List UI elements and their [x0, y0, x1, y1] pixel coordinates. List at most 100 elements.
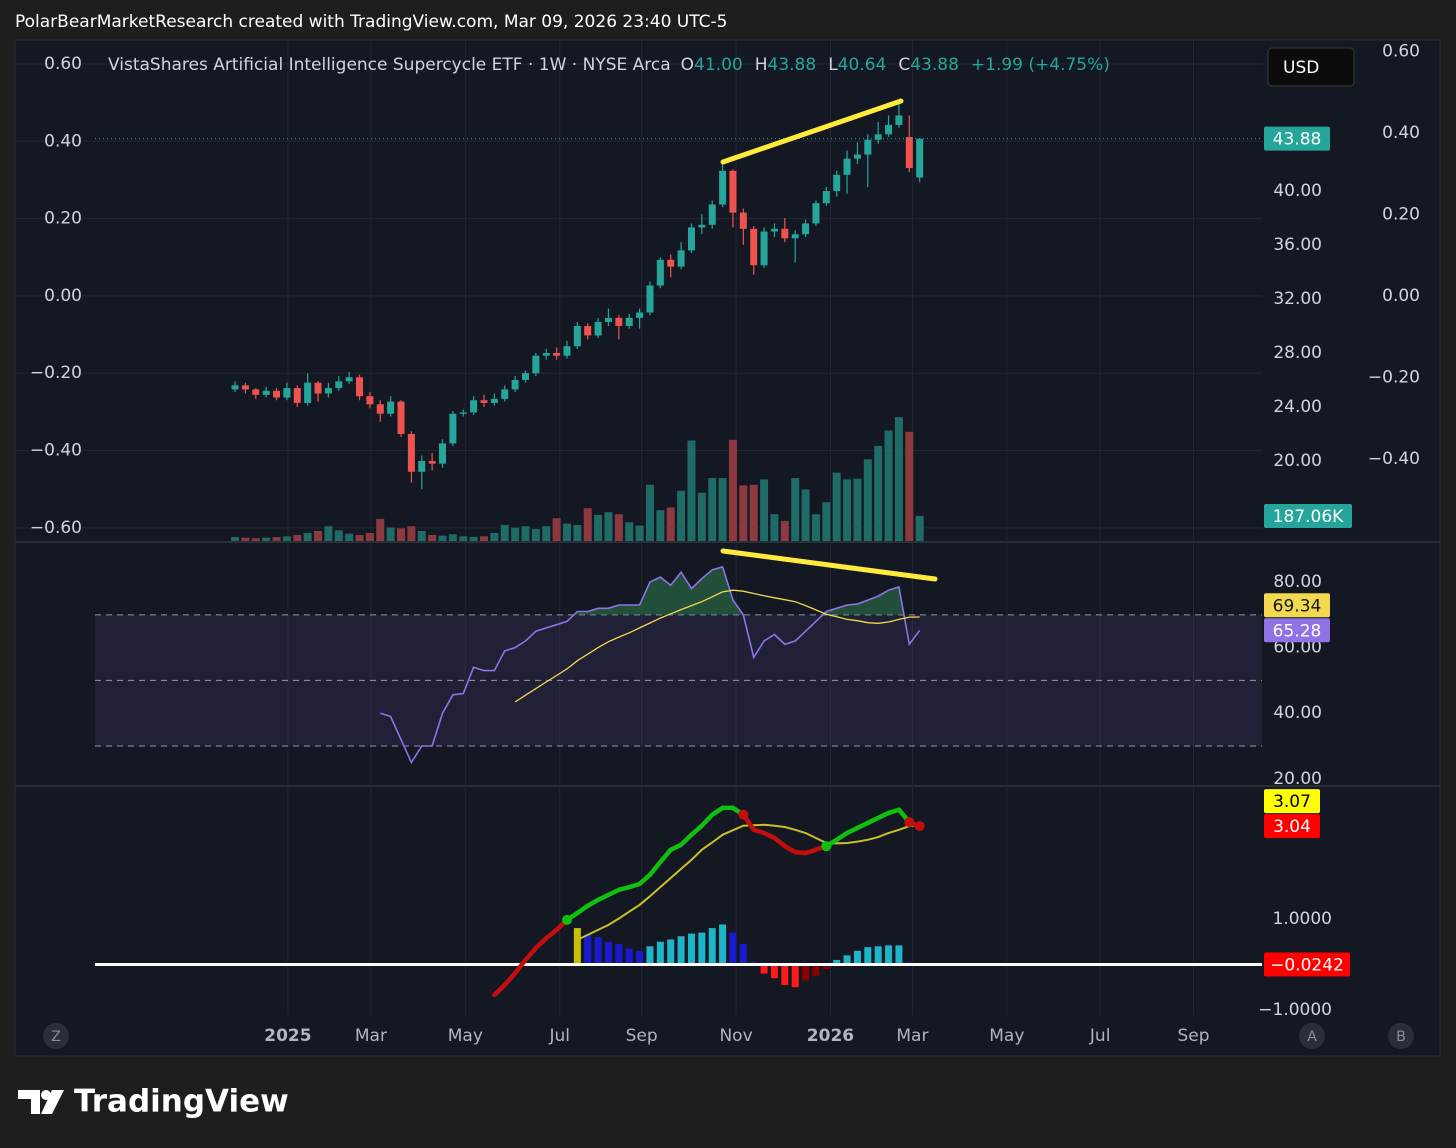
right-tick-label: 0.20 — [1382, 204, 1420, 224]
volume-bar — [832, 472, 841, 541]
volume-bar — [293, 534, 302, 541]
histogram-bar — [864, 947, 872, 965]
x-tick-label: Mar — [896, 1026, 928, 1046]
volume-bar — [469, 536, 478, 541]
histogram-bar — [677, 936, 685, 965]
left-tick-label: 0.00 — [44, 286, 82, 306]
volume-bar — [355, 534, 364, 541]
candle-body — [646, 285, 654, 313]
volume-bar — [697, 492, 706, 541]
value-badge — [1264, 814, 1320, 839]
button[interactable] — [43, 1023, 69, 1049]
candle-body — [584, 325, 592, 336]
value-badge — [1264, 126, 1330, 151]
candle-body — [677, 250, 685, 267]
candle-body — [407, 433, 415, 472]
volume-bar — [801, 489, 810, 541]
histogram-bar — [739, 944, 747, 965]
button[interactable] — [1299, 1023, 1325, 1049]
legend-title: VistaShares Artificial Intelligence Supe… — [108, 55, 671, 75]
value-badge — [1264, 789, 1320, 814]
volume-bar — [303, 532, 312, 541]
ohlc-value: 41.00 — [694, 55, 743, 75]
histogram-bar — [885, 945, 893, 965]
candle-body — [708, 204, 716, 225]
volume-bar — [573, 524, 582, 541]
right-tick-label: 0.00 — [1382, 286, 1420, 306]
left-tick-label: −0.60 — [30, 518, 82, 538]
volume-bar — [480, 536, 488, 541]
candle-body — [636, 312, 644, 318]
macd-segment — [533, 935, 549, 951]
button[interactable] — [1388, 1023, 1414, 1049]
y-tick-label: 80.00 — [1273, 572, 1322, 592]
y-tick-label: −1.0000 — [1258, 1000, 1332, 1020]
volume-bar — [562, 523, 571, 541]
candle-body — [667, 259, 675, 267]
candle-body — [719, 170, 727, 205]
button-label[interactable]: B — [1396, 1029, 1406, 1045]
volume-bar — [500, 524, 509, 541]
macd-segment — [678, 832, 694, 848]
volume-bar — [397, 528, 406, 541]
candle-body — [853, 154, 861, 159]
ohlc-name: H — [755, 55, 768, 75]
badge-label: 65.28 — [1273, 621, 1322, 641]
volume-bar — [594, 514, 603, 541]
left-tick-label: 0.60 — [44, 54, 82, 74]
volume-bar — [718, 478, 727, 541]
currency[interactable]: USD — [1283, 58, 1319, 78]
macd-segment — [699, 812, 715, 828]
volume-bar — [915, 515, 924, 541]
value-badge — [1264, 618, 1330, 643]
x-tick-label: Jul — [1089, 1026, 1111, 1046]
volume-bar — [262, 537, 271, 541]
right-tick-label: 0.60 — [1382, 41, 1420, 61]
volume-bar — [407, 526, 416, 541]
x-tick-label: 2026 — [807, 1026, 854, 1046]
x-tick-label: May — [989, 1026, 1024, 1046]
volume-bar — [376, 518, 385, 541]
candle-body — [573, 325, 581, 347]
y-tick-label: 40.00 — [1273, 703, 1322, 723]
y-tick-label: 36.00 — [1273, 235, 1322, 255]
x-tick-label: Sep — [1178, 1026, 1210, 1046]
candle-body — [802, 223, 810, 235]
volume-bar — [770, 514, 779, 541]
overbought-fill — [380, 566, 920, 615]
candle-body — [480, 400, 488, 403]
ohlc-value: 43.88 — [768, 55, 817, 75]
histogram-bar — [791, 964, 799, 988]
histogram-bar — [615, 944, 623, 965]
histogram-bar — [687, 933, 695, 965]
badge-label: 69.34 — [1273, 596, 1322, 616]
histogram-bar — [760, 964, 768, 974]
volume-bar — [521, 526, 530, 541]
candle-body — [459, 412, 467, 414]
histogram-bar — [636, 950, 644, 965]
candle-body — [729, 170, 737, 213]
currency-button[interactable] — [1267, 47, 1355, 87]
histogram-bar — [895, 945, 903, 965]
candle-body — [615, 317, 623, 326]
x-tick-label: Jul — [548, 1026, 570, 1046]
button-label[interactable]: Z — [51, 1029, 61, 1045]
volume-bar — [843, 479, 852, 541]
volume-bar — [728, 439, 737, 541]
candle-body — [387, 401, 395, 414]
volume-bar — [386, 527, 395, 541]
volume-bar — [708, 478, 717, 541]
candle-body — [418, 460, 426, 472]
candle-body — [905, 137, 913, 169]
y-tick-label: 60.00 — [1273, 638, 1322, 658]
ohlc-name: L — [828, 55, 838, 75]
volume-bar — [552, 518, 561, 541]
histogram-bar — [729, 932, 737, 965]
right-tick-label: −0.20 — [1368, 368, 1420, 388]
button-label[interactable]: A — [1307, 1029, 1317, 1045]
candle-body — [532, 355, 540, 374]
candle-body — [428, 460, 436, 464]
histogram-bar — [656, 941, 664, 965]
macd-segment — [658, 847, 673, 865]
header: PolarBearMarketResearch created with Tra… — [15, 12, 727, 32]
